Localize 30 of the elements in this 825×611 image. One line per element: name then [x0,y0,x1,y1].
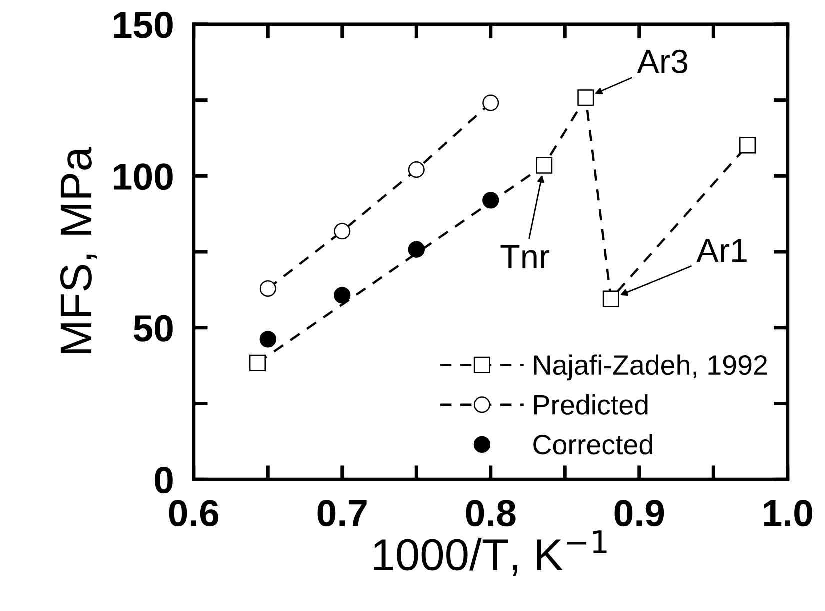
point [249,354,266,372]
x-tick-label: 0.8 [466,500,516,527]
y-axis-title: MFS, MPa [60,147,98,354]
point [602,290,620,308]
y-tick-label: 50 [134,315,173,342]
legend-label: Corrected [534,434,652,455]
point [482,192,500,209]
point [578,90,594,106]
point [260,280,276,298]
legend-label: Predicted [534,394,648,415]
point [482,94,500,112]
point [334,287,351,304]
legend-label: Najafi-Zadeh, 1992 [534,354,768,381]
x-tick-label: 0.9 [614,500,664,527]
y-tick-label: 150 [114,12,173,38]
point [334,223,351,240]
point [740,137,756,154]
annotation: Ar1 [696,239,747,262]
annotation: Ar3 [637,50,688,74]
x-tick-label: 1.0 [764,500,812,527]
point [536,157,553,174]
x-axis-title: 1000/T, K$^{−1}$ [374,530,607,576]
annotation: Tnr [500,245,550,268]
x-tick-label: 0.7 [318,500,367,527]
x-tick-label: 0.6 [169,500,219,527]
y-tick-label: 100 [114,164,173,190]
point [408,162,425,178]
y-tick-label: 0 [155,467,173,494]
point [408,241,425,258]
point [260,331,276,348]
